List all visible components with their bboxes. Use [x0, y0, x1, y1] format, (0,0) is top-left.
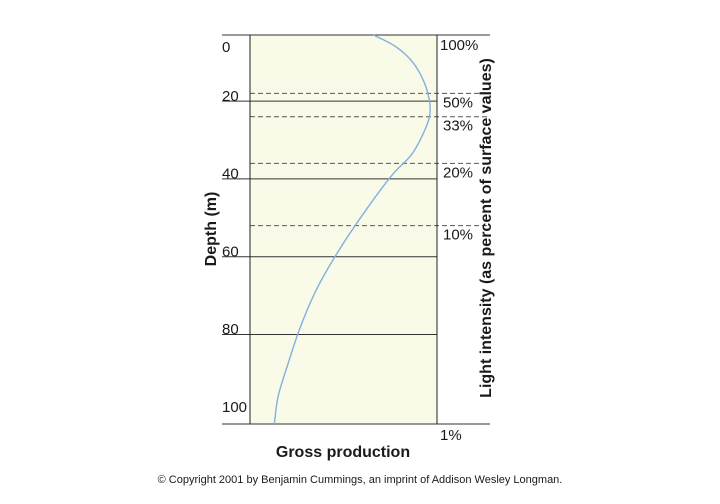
y-tick-label: 100	[222, 399, 247, 416]
depth-tick-labels: 0 20 40 60 80 100	[222, 39, 247, 416]
right-axis-title: Light intensity (as percent of surface v…	[478, 58, 495, 398]
gross-production-curve	[273, 34, 432, 425]
y-tick-label: 60	[222, 243, 239, 260]
y-tick-label: 0	[222, 39, 230, 56]
y-axis-title: Depth (m)	[203, 192, 220, 267]
depth-gridlines	[222, 100, 437, 336]
light-level-label: 20%	[443, 164, 473, 181]
light-level-label: 33%	[443, 118, 473, 135]
light-level-lines	[222, 34, 490, 425]
y-tick-label: 20	[222, 88, 239, 105]
light-level-label: 10%	[443, 227, 473, 244]
light-level-label: 1%	[440, 427, 462, 444]
light-level-label: 100%	[440, 37, 478, 54]
copyright-notice: © Copyright 2001 by Benjamin Cummings, a…	[157, 474, 563, 486]
x-axis-title: Gross production	[276, 444, 410, 461]
light-level-label: 50%	[443, 94, 473, 111]
y-tick-label: 80	[222, 321, 239, 338]
light-level-labels: 100% 50% 33% 20% 10% 1%	[440, 37, 478, 444]
y-tick-label: 40	[222, 166, 239, 183]
plot-area	[250, 35, 437, 424]
